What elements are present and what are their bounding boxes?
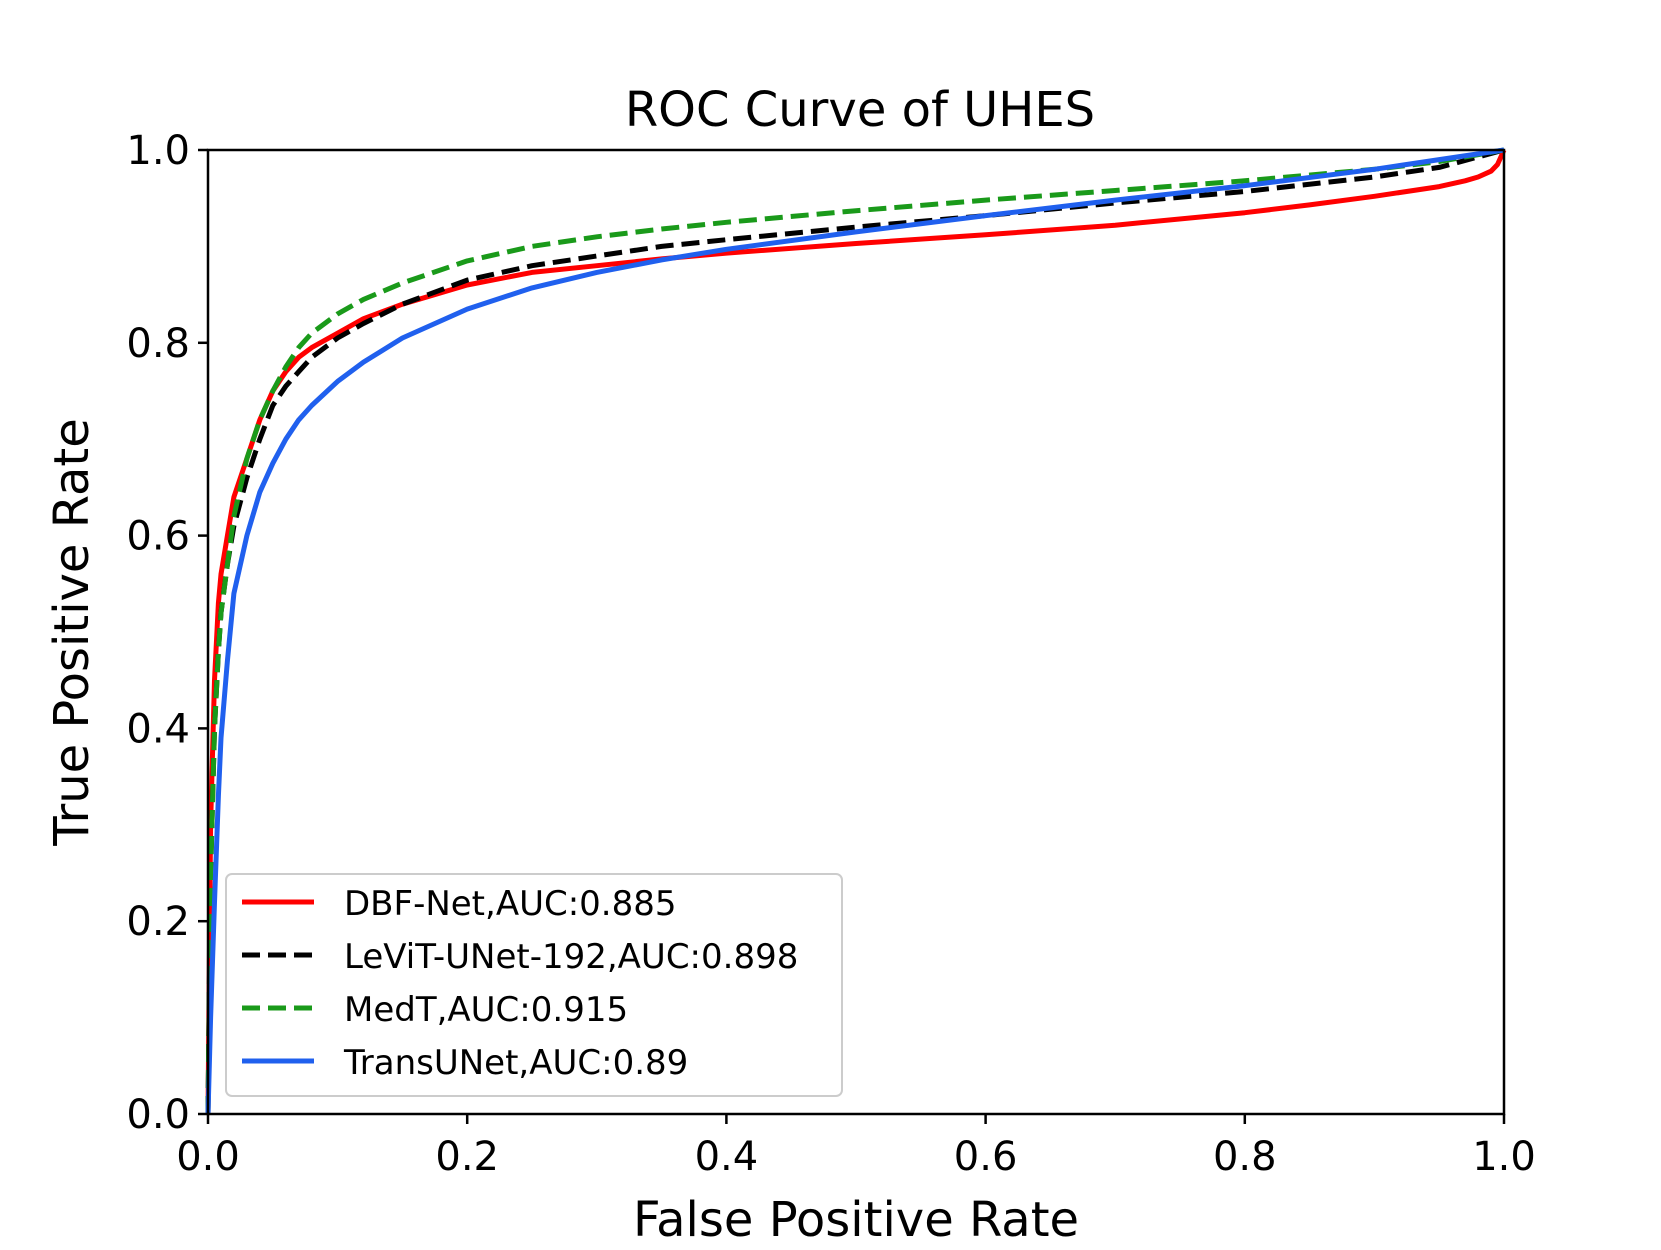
y-tick-label: 1.0 — [126, 128, 190, 174]
y-tick-label: 0.4 — [126, 706, 190, 752]
y-axis: 0.0 0.2 0.4 0.6 0.8 1.0 — [126, 128, 208, 1138]
legend-label: MedT,AUC:0.915 — [344, 990, 628, 1030]
x-tick-label: 1.0 — [1472, 1134, 1536, 1180]
legend: DBF-Net,AUC:0.885 LeViT-UNet-192,AUC:0.89… — [225, 873, 843, 1097]
y-axis-label: True Positive Rate — [44, 418, 100, 847]
series-line-medt — [205, 147, 1505, 1115]
series-line-dbf-net — [205, 148, 1507, 1115]
x-tick-label: 0.6 — [954, 1134, 1018, 1180]
x-tick-label: 0.4 — [695, 1134, 759, 1180]
y-tick-label: 0.6 — [126, 514, 190, 560]
legend-label: TransUNet,AUC:0.89 — [343, 1043, 688, 1083]
x-axis: 0.0 0.2 0.4 0.6 0.8 1.0 — [176, 1114, 1536, 1180]
plot-frame — [206, 148, 1506, 1116]
series-layer — [205, 147, 1507, 1115]
chart-title: ROC Curve of UHES — [625, 82, 1095, 138]
legend-label: LeViT-UNet-192,AUC:0.898 — [344, 937, 798, 977]
x-axis-label: False Positive Rate — [633, 1192, 1079, 1246]
y-tick-label: 0.0 — [126, 1092, 190, 1138]
series-line-transunet — [205, 147, 1505, 1115]
x-tick-label: 0.8 — [1213, 1134, 1277, 1180]
legend-items: DBF-Net,AUC:0.885 LeViT-UNet-192,AUC:0.89… — [242, 884, 798, 1083]
legend-label: DBF-Net,AUC:0.885 — [344, 884, 677, 924]
y-tick-label: 0.8 — [126, 321, 190, 367]
x-tick-label: 0.0 — [176, 1134, 240, 1180]
legend-box — [225, 873, 843, 1097]
x-tick-label: 0.2 — [435, 1134, 499, 1180]
y-tick-label: 0.2 — [126, 899, 190, 945]
